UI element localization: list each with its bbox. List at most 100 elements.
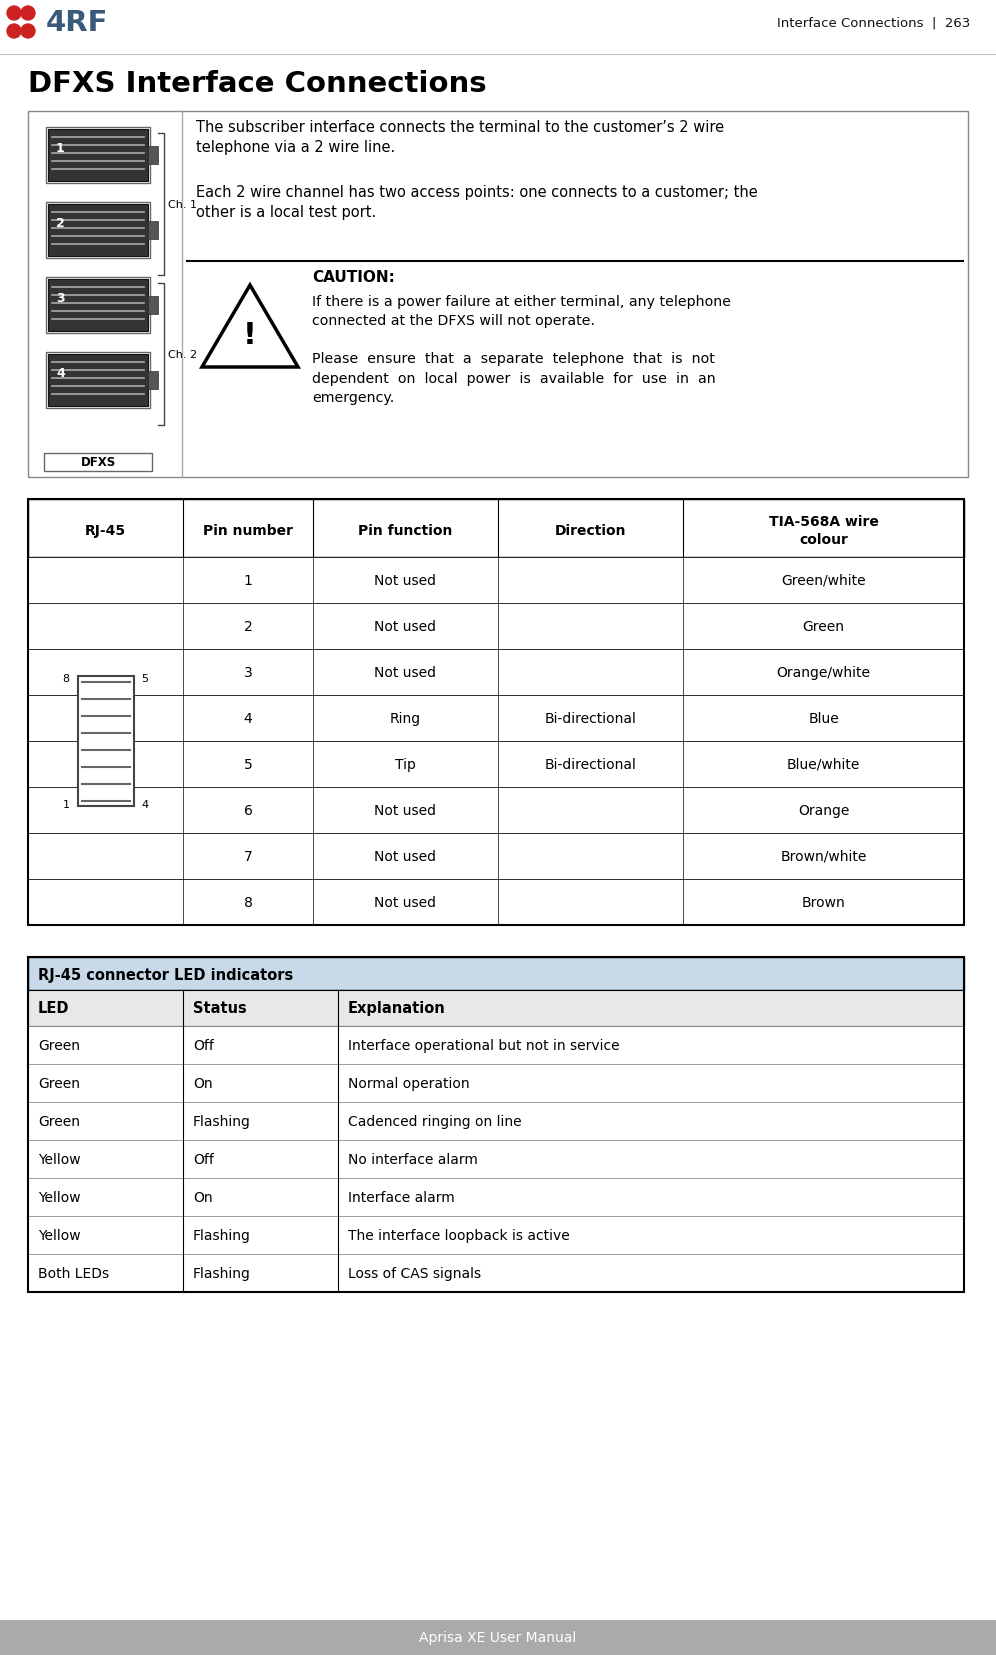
Bar [28, 113, 968, 478]
Bar [46, 353, 150, 409]
Text: Loss of CAS signals: Loss of CAS signals [348, 1266, 481, 1281]
Bar [148, 372, 158, 391]
Circle shape [21, 25, 35, 40]
Text: Ch. 1: Ch. 1 [168, 200, 197, 210]
Text: Ch. 2: Ch. 2 [168, 349, 197, 359]
Text: Normal operation: Normal operation [348, 1076, 470, 1091]
Text: Brown: Brown [802, 895, 846, 910]
Text: 4: 4 [141, 799, 148, 809]
Text: Blue/white: Blue/white [787, 758, 861, 771]
Text: If there is a power failure at either terminal, any telephone
connected at the D: If there is a power failure at either te… [312, 295, 731, 328]
Text: The subscriber interface connects the terminal to the customer’s 2 wire
telephon: The subscriber interface connects the te… [196, 119, 724, 156]
Text: Status: Status [193, 1001, 247, 1016]
Text: Off: Off [193, 1038, 214, 1053]
Bar [28, 1102, 964, 1140]
Text: Flashing: Flashing [193, 1114, 251, 1129]
Text: Green: Green [38, 1076, 80, 1091]
Text: !: ! [243, 321, 257, 351]
Text: Ring: Ring [390, 712, 421, 725]
Text: TIA-568A wire
colour: TIA-568A wire colour [769, 515, 878, 546]
Bar [28, 558, 964, 604]
Text: 8: 8 [63, 674, 70, 684]
Text: Brown/white: Brown/white [780, 849, 867, 864]
Text: Bi-directional: Bi-directional [545, 712, 636, 725]
Text: 7: 7 [244, 849, 252, 864]
Bar [28, 990, 964, 1026]
Text: RJ-45 connector LED indicators: RJ-45 connector LED indicators [38, 968, 293, 983]
Bar [28, 1216, 964, 1254]
Bar [28, 958, 964, 1293]
Bar [28, 695, 964, 741]
Bar [28, 1254, 964, 1293]
Text: Cadenced ringing on line: Cadenced ringing on line [348, 1114, 522, 1129]
Text: 2: 2 [244, 619, 252, 634]
Text: Green/white: Green/white [781, 574, 866, 588]
Bar [28, 958, 964, 990]
Text: 4: 4 [56, 367, 65, 379]
Bar [44, 453, 152, 472]
Bar [28, 1064, 964, 1102]
Text: Each 2 wire channel has two access points: one connects to a customer; the
other: Each 2 wire channel has two access point… [196, 185, 758, 220]
Text: Direction: Direction [555, 523, 626, 538]
Bar [28, 604, 964, 650]
Text: Aprisa XE User Manual: Aprisa XE User Manual [419, 1630, 577, 1645]
Text: On: On [193, 1190, 212, 1205]
Text: On: On [193, 1076, 212, 1091]
Bar [148, 222, 158, 240]
Bar [28, 1140, 964, 1178]
Text: Please  ensure  that  a  separate  telephone  that  is  not
dependent  on  local: Please ensure that a separate telephone … [312, 353, 716, 405]
Text: No interface alarm: No interface alarm [348, 1152, 478, 1167]
Text: Blue: Blue [808, 712, 839, 725]
Text: Pin function: Pin function [359, 523, 453, 538]
Text: Bi-directional: Bi-directional [545, 758, 636, 771]
Text: 4: 4 [244, 712, 252, 725]
Circle shape [21, 7, 35, 22]
Text: DFXS: DFXS [81, 457, 116, 470]
Text: Not used: Not used [374, 804, 436, 818]
Text: RJ-45: RJ-45 [85, 523, 126, 538]
Circle shape [7, 25, 21, 40]
Text: LED: LED [38, 1001, 70, 1016]
Text: Explanation: Explanation [348, 1001, 446, 1016]
Circle shape [7, 7, 21, 22]
Text: 8: 8 [244, 895, 252, 910]
Text: Orange/white: Orange/white [777, 665, 871, 680]
Text: The interface loopback is active: The interface loopback is active [348, 1228, 570, 1243]
Text: Interface alarm: Interface alarm [348, 1190, 455, 1205]
Bar [48, 280, 148, 331]
Text: Green: Green [38, 1114, 80, 1129]
Text: Green: Green [38, 1038, 80, 1053]
Bar [28, 1178, 964, 1216]
Bar [28, 1026, 964, 1064]
Text: Interface Connections  |  263: Interface Connections | 263 [777, 17, 970, 30]
Bar [48, 131, 148, 182]
Text: 3: 3 [56, 291, 65, 305]
Text: Not used: Not used [374, 895, 436, 910]
Bar [48, 205, 148, 257]
Bar [28, 741, 964, 788]
Text: 1: 1 [56, 142, 65, 156]
Bar [78, 677, 133, 806]
Bar [46, 204, 150, 258]
Bar [28, 788, 964, 834]
Text: 3: 3 [244, 665, 252, 680]
Text: 2: 2 [56, 217, 65, 230]
Text: Interface operational but not in service: Interface operational but not in service [348, 1038, 620, 1053]
Text: Yellow: Yellow [38, 1152, 81, 1167]
Text: Yellow: Yellow [38, 1190, 81, 1205]
Text: 5: 5 [141, 674, 148, 684]
Bar [28, 500, 964, 925]
Bar [28, 500, 964, 558]
Bar [148, 147, 158, 166]
Bar [148, 296, 158, 314]
Bar [48, 354, 148, 407]
Bar [28, 834, 964, 879]
Polygon shape [202, 286, 298, 367]
Bar [28, 650, 964, 695]
Text: DFXS Interface Connections: DFXS Interface Connections [28, 70, 487, 98]
Bar [46, 127, 150, 184]
Text: Not used: Not used [374, 619, 436, 634]
Text: Tip: Tip [395, 758, 416, 771]
Text: Flashing: Flashing [193, 1266, 251, 1281]
Text: 1: 1 [244, 574, 252, 588]
